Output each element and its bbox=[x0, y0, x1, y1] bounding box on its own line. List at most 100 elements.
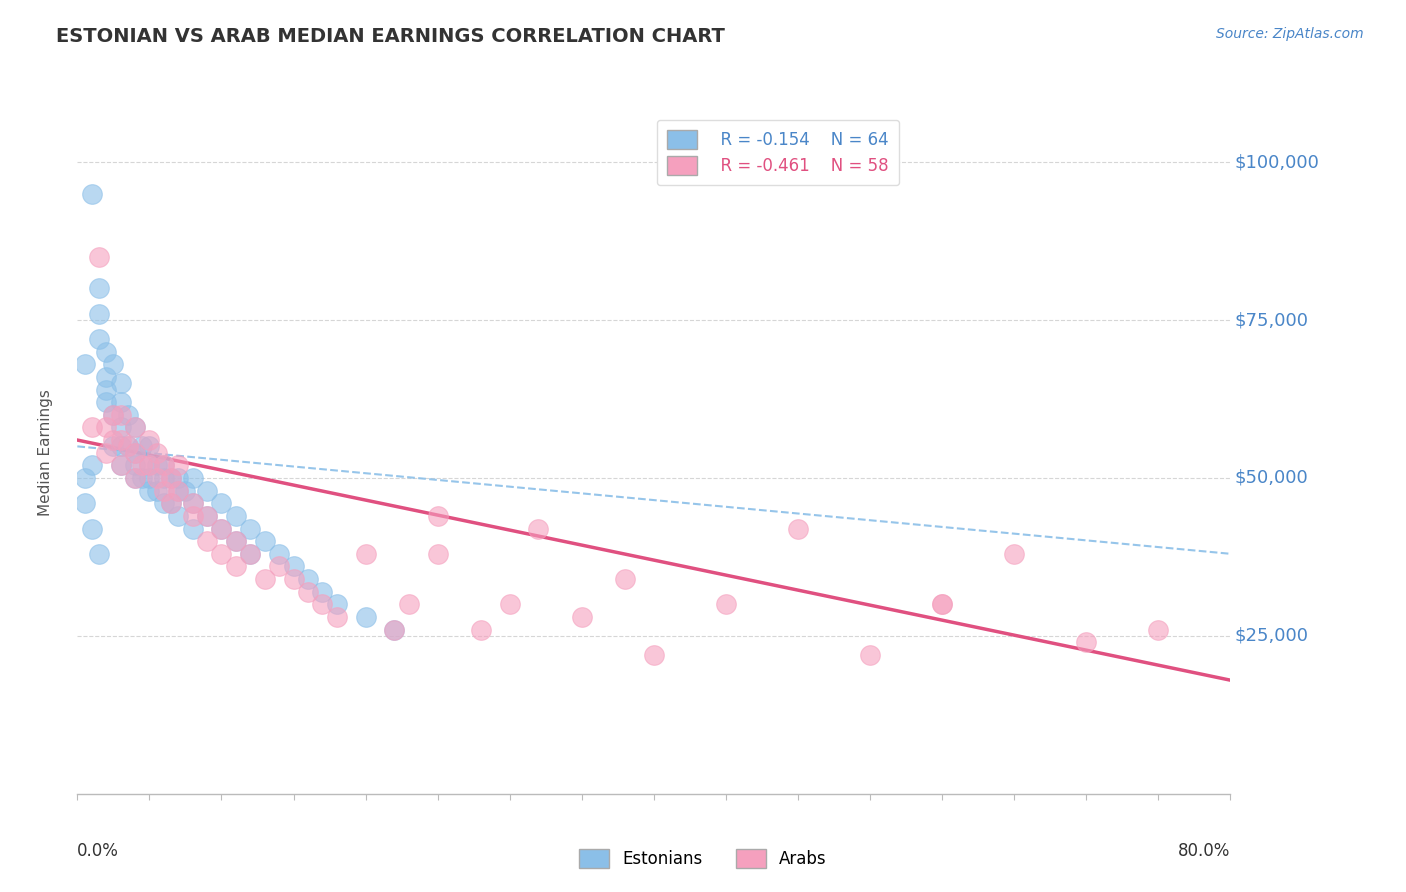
Point bbox=[124, 471, 146, 485]
Point bbox=[73, 471, 96, 485]
Point bbox=[87, 332, 110, 346]
Text: 0.0%: 0.0% bbox=[77, 842, 120, 860]
Text: 80.0%: 80.0% bbox=[1178, 842, 1230, 860]
Legend: Estonians, Arabs: Estonians, Arabs bbox=[572, 842, 834, 875]
Point bbox=[167, 483, 190, 498]
Point bbox=[138, 433, 160, 447]
Point bbox=[110, 420, 132, 434]
Point bbox=[167, 458, 190, 473]
Point bbox=[311, 584, 333, 599]
Point bbox=[160, 496, 183, 510]
Point bbox=[643, 648, 665, 662]
Point bbox=[138, 458, 160, 473]
Point bbox=[225, 508, 247, 523]
Point bbox=[138, 458, 160, 473]
Point bbox=[160, 496, 183, 510]
Text: $75,000: $75,000 bbox=[1234, 311, 1309, 329]
Point bbox=[131, 458, 153, 473]
Point bbox=[181, 521, 204, 535]
Point bbox=[382, 623, 406, 637]
Point bbox=[239, 521, 262, 535]
Point bbox=[145, 458, 167, 473]
Point bbox=[103, 357, 125, 371]
Point bbox=[181, 496, 204, 510]
Point bbox=[267, 547, 291, 561]
Point bbox=[382, 623, 406, 637]
Point bbox=[96, 344, 118, 359]
Point bbox=[73, 357, 96, 371]
Point bbox=[181, 508, 204, 523]
Point bbox=[131, 471, 153, 485]
Point bbox=[117, 439, 139, 453]
Point bbox=[167, 471, 190, 485]
Point bbox=[167, 508, 190, 523]
Point bbox=[110, 458, 132, 473]
Point bbox=[145, 446, 167, 460]
Point bbox=[167, 483, 190, 498]
Point bbox=[239, 547, 262, 561]
Point bbox=[110, 395, 132, 409]
Point bbox=[225, 534, 247, 549]
Point bbox=[80, 458, 103, 473]
Point bbox=[110, 376, 132, 391]
Point bbox=[138, 439, 160, 453]
Point bbox=[614, 572, 637, 586]
Point bbox=[124, 471, 146, 485]
Point bbox=[225, 559, 247, 574]
Point bbox=[571, 610, 593, 624]
Point bbox=[1002, 547, 1025, 561]
Point bbox=[283, 572, 305, 586]
Point bbox=[426, 508, 449, 523]
Point bbox=[931, 598, 953, 612]
Point bbox=[117, 439, 139, 453]
Point bbox=[181, 471, 204, 485]
Point bbox=[239, 547, 262, 561]
Point bbox=[354, 547, 377, 561]
Point bbox=[124, 420, 146, 434]
Point bbox=[103, 408, 125, 422]
Point bbox=[103, 408, 125, 422]
Point bbox=[195, 508, 218, 523]
Point bbox=[96, 446, 118, 460]
Point bbox=[117, 408, 139, 422]
Point bbox=[160, 471, 183, 485]
Point bbox=[110, 439, 132, 453]
Point bbox=[1147, 623, 1170, 637]
Point bbox=[311, 598, 333, 612]
Point bbox=[80, 521, 103, 535]
Point bbox=[103, 433, 125, 447]
Point bbox=[87, 307, 110, 321]
Point bbox=[153, 483, 174, 498]
Point bbox=[354, 610, 377, 624]
Point bbox=[470, 623, 492, 637]
Point bbox=[325, 610, 349, 624]
Point bbox=[253, 534, 276, 549]
Point bbox=[174, 483, 197, 498]
Point bbox=[153, 458, 174, 473]
Point bbox=[124, 446, 146, 460]
Point bbox=[211, 547, 233, 561]
Point bbox=[181, 496, 204, 510]
Point bbox=[73, 496, 96, 510]
Text: $25,000: $25,000 bbox=[1234, 627, 1309, 645]
Point bbox=[96, 369, 118, 384]
Point bbox=[499, 598, 522, 612]
Point bbox=[211, 521, 233, 535]
Point bbox=[124, 458, 146, 473]
Point bbox=[283, 559, 305, 574]
Point bbox=[398, 598, 420, 612]
Point bbox=[211, 496, 233, 510]
Point bbox=[153, 458, 174, 473]
Point bbox=[96, 383, 118, 397]
Text: Median Earnings: Median Earnings bbox=[38, 389, 52, 516]
Point bbox=[96, 420, 118, 434]
Point bbox=[297, 584, 319, 599]
Point bbox=[96, 395, 118, 409]
Point bbox=[138, 471, 160, 485]
Point bbox=[87, 250, 110, 264]
Point bbox=[225, 534, 247, 549]
Point bbox=[124, 420, 146, 434]
Point bbox=[145, 483, 167, 498]
Point bbox=[103, 439, 125, 453]
Text: $100,000: $100,000 bbox=[1234, 153, 1319, 171]
